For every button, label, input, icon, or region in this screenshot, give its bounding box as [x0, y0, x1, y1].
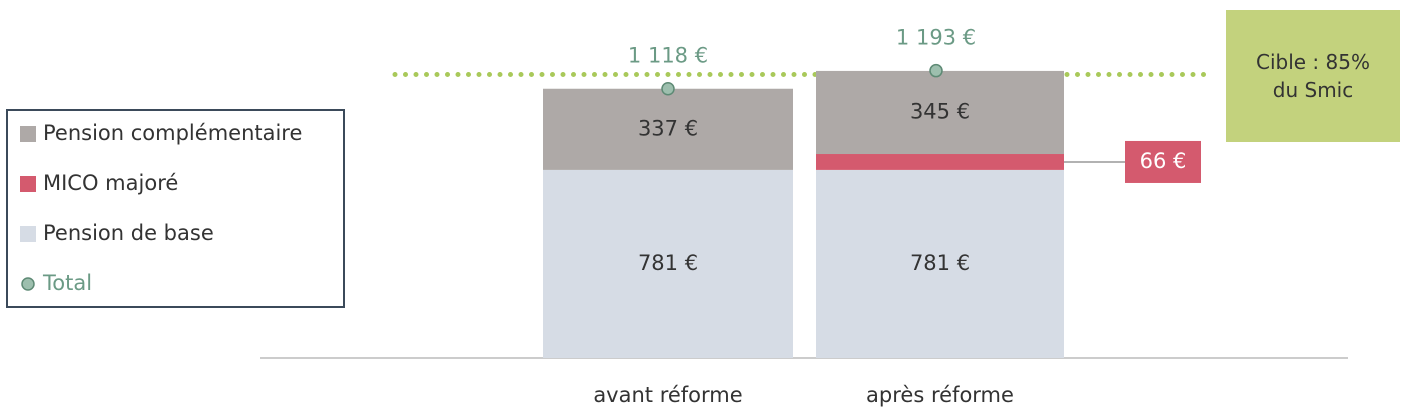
total-marker — [929, 63, 943, 78]
bar-segment — [543, 88, 793, 170]
legend-swatch — [20, 126, 36, 142]
callout-label: 66 € — [1140, 149, 1187, 173]
value-label: 781 € — [638, 251, 698, 275]
target-label: Cible : 85% du Smic — [1226, 10, 1400, 142]
legend-swatch — [20, 176, 36, 192]
legend-box — [6, 109, 345, 308]
total-marker — [661, 81, 675, 96]
value-label: 345 € — [910, 99, 970, 123]
total-label: 1 118 € — [628, 44, 708, 68]
bar-segment — [543, 169, 793, 358]
legend-label: Total — [42, 271, 92, 295]
legend-label: MICO majoré — [43, 171, 178, 195]
legend-swatch — [20, 226, 36, 242]
total-label: 1 193 € — [896, 26, 976, 50]
value-label: 781 € — [910, 251, 970, 275]
legend-marker — [21, 277, 35, 291]
bar-segment — [816, 154, 1064, 170]
x-tick-label: avant réforme — [593, 383, 742, 407]
callout-box — [1125, 140, 1201, 183]
bar-segment — [816, 70, 1064, 155]
legend-label: Pension complémentaire — [43, 121, 302, 145]
value-label: 337 € — [638, 116, 698, 140]
bar-segment — [816, 169, 1064, 358]
x-tick-label: après réforme — [866, 383, 1014, 407]
legend-label: Pension de base — [43, 221, 214, 245]
